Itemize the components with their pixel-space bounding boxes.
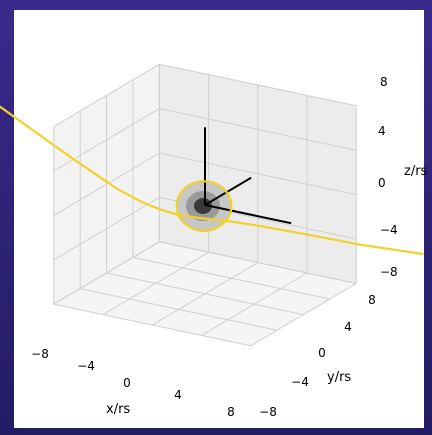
x-tick-label: −4 <box>77 359 95 373</box>
floor-grid-line <box>250 282 357 347</box>
left-grid-line <box>53 152 160 216</box>
z-axis-label: z/rs <box>404 164 428 179</box>
x-tick-label: 4 <box>174 388 182 402</box>
floor-grid-line <box>106 272 304 316</box>
y-tick-label: −4 <box>291 375 309 389</box>
y-tick-label: 4 <box>344 320 352 334</box>
tick-labels: −8 −4 0 4 8 −8 −4 0 4 8 −8 −4 0 4 8 <box>31 75 398 419</box>
y-axis-label: y/rs <box>327 370 351 385</box>
z-tick-label: −4 <box>380 223 398 237</box>
back-grid-line <box>159 108 357 151</box>
y-tick-label: 0 <box>318 346 326 360</box>
y-axis-line <box>204 176 252 206</box>
back-grid-line <box>159 63 357 107</box>
z-tick-label: 8 <box>380 75 388 89</box>
x-axis-line <box>204 204 292 225</box>
floor-grid-line <box>159 241 357 284</box>
z-tick-label: −8 <box>380 265 398 279</box>
y-tick-label: 8 <box>368 293 376 307</box>
trajectory <box>0 105 424 256</box>
black-hole <box>177 180 231 232</box>
back-grid-line <box>159 152 357 196</box>
z-tick-label: 0 <box>378 176 386 190</box>
floor-grid-line <box>201 272 308 336</box>
x-tick-label: −8 <box>31 347 49 361</box>
z-tick-label: 4 <box>378 124 386 138</box>
coordinate-axes <box>204 127 292 225</box>
black-hole-core <box>194 198 212 214</box>
x-tick-label: 0 <box>123 376 131 390</box>
axis-labels: x/rs y/rs z/rs <box>106 164 428 417</box>
y-tick-label: −8 <box>259 405 277 419</box>
grid-lines <box>53 63 357 347</box>
x-axis-label: x/rs <box>106 402 130 417</box>
photon-ring <box>175 180 233 232</box>
left-grid-line <box>53 63 160 128</box>
floor-grid-line <box>132 256 330 300</box>
left-grid-line <box>53 108 160 172</box>
x-tick-label: 8 <box>227 405 235 419</box>
